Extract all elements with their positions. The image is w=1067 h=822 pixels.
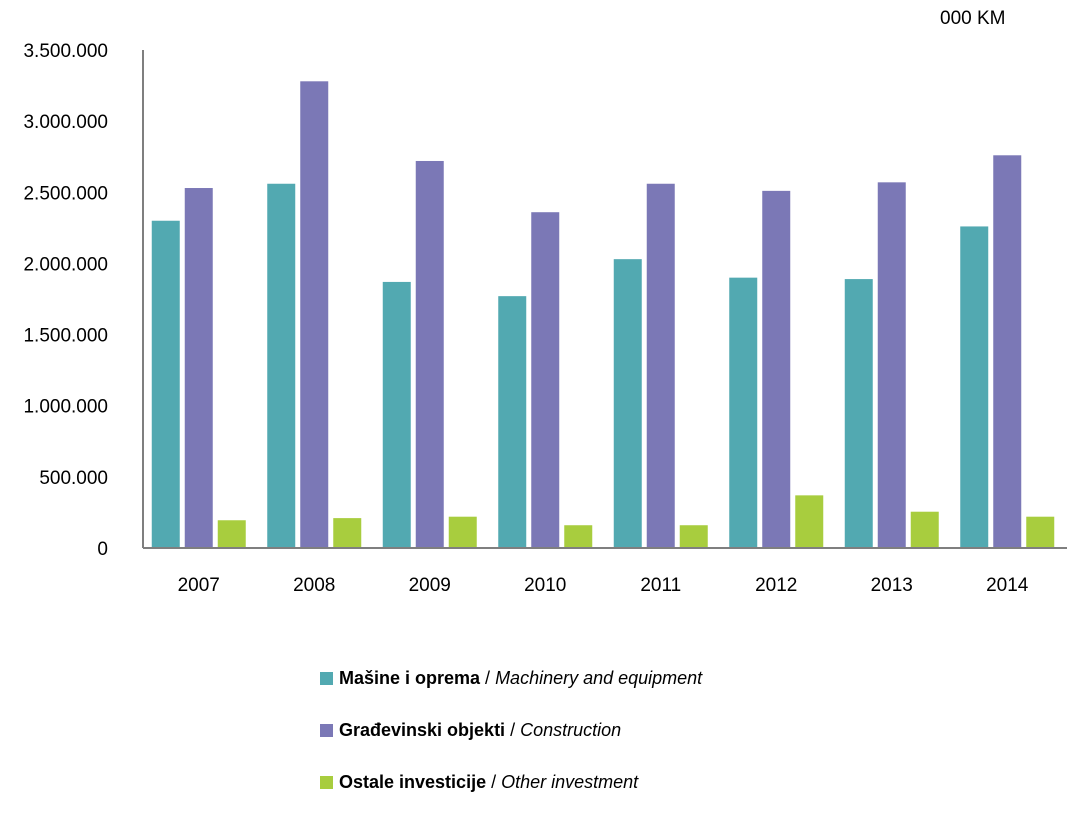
x-tick-label: 2008 [293,575,335,596]
x-tick-label: 2010 [524,575,566,596]
legend-label-construction-italic: Construction [520,719,622,740]
legend-swatch-machinery [320,671,333,685]
x-tick-label: 2013 [871,575,913,596]
unit-label: 000 KM [940,8,1006,29]
legend-separator: / [505,719,521,740]
bar [267,183,296,548]
y-tick-label: 2.000.000 [23,254,108,275]
chart-svg: 0 500.000 1.000.000 1.500.000 2.000.000 2.500… [23,41,1067,596]
x-tick-label: 2009 [409,575,451,596]
bar [300,81,329,548]
y-tick-label: 3.500.000 [23,41,108,62]
y-tick-label: 2.500.000 [23,183,108,204]
bar [382,281,411,548]
bar [877,182,906,548]
legend-item-machinery: Mašine i oprema / Machinery and equipmen… [320,666,702,690]
bar [448,516,477,548]
bar [151,220,180,548]
bar [531,212,560,548]
bar [993,155,1022,548]
bar [729,277,758,548]
legend-label-other-bold: Ostale investicije [339,771,487,792]
bar [564,525,593,548]
legend-swatch-construction [320,723,333,737]
legend-item-construction: Građevinski objekti / Construction [320,718,702,742]
bar [498,296,527,548]
y-tick-label: 1.500.000 [23,326,108,347]
legend-separator: / [480,667,496,688]
bar [613,259,642,548]
bar [844,279,873,548]
legend: Mašine i oprema / Machinery and equipmen… [320,666,702,822]
investment-chart: 0 500.000 1.000.000 1.500.000 2.000.000 2.500… [23,8,1067,792]
x-tick-label: 2014 [986,575,1029,596]
y-tick-label: 3.000.000 [23,112,108,133]
legend-label-machinery-bold: Mašine i oprema [339,667,481,688]
bar [679,525,708,548]
x-tick-label: 2012 [755,575,797,596]
legend-separator: / [486,771,502,792]
bar [910,511,939,548]
y-tick-label: 1.000.000 [23,397,108,418]
legend-label-other-italic: Other investment [501,771,639,792]
legend-label-machinery-italic: Machinery and equipment [495,667,703,688]
bar [960,226,989,549]
y-tick-label: 0 [97,539,108,560]
bar [333,518,362,548]
bar [646,183,675,548]
y-tick-label: 500.000 [39,468,108,489]
bar [184,188,213,548]
x-tick-label: 2007 [178,575,220,596]
bar [415,160,444,549]
legend-swatch-other [320,775,333,789]
bar [1026,516,1055,548]
legend-item-other: Ostale investicije / Other investment [320,770,702,794]
bar [217,520,246,548]
bar [762,190,791,548]
x-tick-label: 2011 [640,575,681,596]
bar [795,495,824,548]
legend-label-construction-bold: Građevinski objekti [339,719,506,740]
